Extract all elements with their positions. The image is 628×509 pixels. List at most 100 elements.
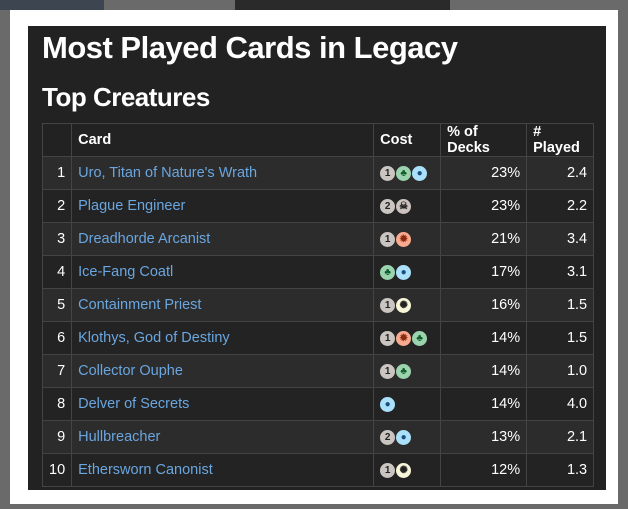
rank: 2 xyxy=(41,189,73,223)
white-mana-icon: ✺ xyxy=(396,297,412,313)
background-header xyxy=(0,0,104,10)
card-link[interactable]: Containment Priest xyxy=(78,297,202,313)
table-row: 2 Plague Engineer 2 ☠ 23% 2.2 xyxy=(41,189,595,223)
pct-header[interactable]: % of Decks xyxy=(440,123,528,157)
rank: 10 xyxy=(41,453,73,487)
table-row: 1 Uro, Titan of Nature's Wrath 1 ♣ ● 23% 2… xyxy=(41,156,595,190)
blue-mana-icon: ● xyxy=(412,165,428,181)
card-link[interactable]: Ethersworn Canonist xyxy=(78,462,213,478)
white-mana-icon: ✺ xyxy=(396,462,412,478)
card-link[interactable]: Hullbreacher xyxy=(78,429,161,445)
section-title: Top Creatures xyxy=(42,82,210,112)
deck-percentage: 14% xyxy=(440,387,528,421)
rank: 8 xyxy=(41,387,73,421)
mana-cost: 2 ● xyxy=(373,420,442,454)
table-row: 10 Ethersworn Canonist 1 ✺ 12% 1.3 xyxy=(41,453,595,487)
mana-cost: 1 ✹ xyxy=(373,222,442,256)
card-cell: Klothys, God of Destiny xyxy=(71,321,375,355)
generic-mana-icon: 1 xyxy=(380,165,396,181)
mana-cost: 1 ✺ xyxy=(373,453,442,487)
table-row: 4 Ice-Fang Coatl ♣ ● 17% 3.1 xyxy=(41,255,595,289)
black-mana-icon: ☠ xyxy=(396,198,412,214)
avg-played: 2.1 xyxy=(526,420,595,454)
avg-played: 1.0 xyxy=(526,354,595,388)
generic-mana-icon: 1 xyxy=(380,330,396,346)
table-row: 3 Dreadhorde Arcanist 1 ✹ 21% 3.4 xyxy=(41,222,595,256)
card-link[interactable]: Delver of Secrets xyxy=(78,396,190,412)
generic-mana-icon: 1 xyxy=(380,231,396,247)
mana-cost: 2 ☠ xyxy=(373,189,442,223)
avg-played: 1.5 xyxy=(526,321,595,355)
card-cell: Dreadhorde Arcanist xyxy=(71,222,375,256)
card-cell: Plague Engineer xyxy=(71,189,375,223)
card-cell: Delver of Secrets xyxy=(71,387,375,421)
card-header[interactable]: Card xyxy=(71,123,375,157)
card-cell: Ethersworn Canonist xyxy=(71,453,375,487)
generic-mana-icon: 2 xyxy=(380,429,396,445)
red-mana-icon: ✹ xyxy=(396,231,412,247)
blue-mana-icon: ● xyxy=(396,429,412,445)
deck-percentage: 16% xyxy=(440,288,528,322)
mana-cost: 1 ♣ ● xyxy=(373,156,442,190)
cost-header[interactable]: Cost xyxy=(373,123,442,157)
deck-percentage: 12% xyxy=(440,453,528,487)
deck-percentage: 13% xyxy=(440,420,528,454)
card-link[interactable]: Dreadhorde Arcanist xyxy=(78,231,211,247)
background-strip xyxy=(235,0,450,10)
blue-mana-icon: ● xyxy=(396,264,412,280)
rank: 4 xyxy=(41,255,73,289)
generic-mana-icon: 1 xyxy=(380,462,396,478)
rank: 9 xyxy=(41,420,73,454)
played-header[interactable]: # Played xyxy=(526,123,595,157)
mana-cost: 1 ✹ ♣ xyxy=(373,321,442,355)
table-row: 6 Klothys, God of Destiny 1 ✹ ♣ 14% 1.5 xyxy=(41,321,595,355)
table-row: 5 Containment Priest 1 ✺ 16% 1.5 xyxy=(41,288,595,322)
table-header: Card Cost % of Decks # Played xyxy=(41,123,595,157)
avg-played: 3.4 xyxy=(526,222,595,256)
deck-percentage: 14% xyxy=(440,321,528,355)
rank: 6 xyxy=(41,321,73,355)
deck-percentage: 23% xyxy=(440,189,528,223)
avg-played: 3.1 xyxy=(526,255,595,289)
green-mana-icon: ♣ xyxy=(396,363,412,379)
avg-played: 4.0 xyxy=(526,387,595,421)
generic-mana-icon: 1 xyxy=(380,363,396,379)
card-cell: Hullbreacher xyxy=(71,420,375,454)
page-title: Most Played Cards in Legacy xyxy=(42,30,458,65)
deck-percentage: 23% xyxy=(440,156,528,190)
mana-cost: 1 ✺ xyxy=(373,288,442,322)
card-link[interactable]: Uro, Titan of Nature's Wrath xyxy=(78,165,258,181)
blue-mana-icon: ● xyxy=(380,396,396,412)
avg-played: 1.3 xyxy=(526,453,595,487)
green-mana-icon: ♣ xyxy=(396,165,412,181)
deck-percentage: 14% xyxy=(440,354,528,388)
table-row: 9 Hullbreacher 2 ● 13% 2.1 xyxy=(41,420,595,454)
mana-cost: 1 ♣ xyxy=(373,354,442,388)
rank: 5 xyxy=(41,288,73,322)
rank: 3 xyxy=(41,222,73,256)
card-link[interactable]: Collector Ouphe xyxy=(78,363,183,379)
cards-table: Card Cost % of Decks # Played 1 Uro, Tit… xyxy=(41,123,595,487)
deck-percentage: 21% xyxy=(440,222,528,256)
mana-cost: ♣ ● xyxy=(373,255,442,289)
avg-played: 2.4 xyxy=(526,156,595,190)
generic-mana-icon: 1 xyxy=(380,297,396,313)
rank: 7 xyxy=(41,354,73,388)
generic-mana-icon: 2 xyxy=(380,198,396,214)
card-link[interactable]: Ice-Fang Coatl xyxy=(78,264,174,280)
card-link[interactable]: Plague Engineer xyxy=(78,198,186,214)
deck-percentage: 17% xyxy=(440,255,528,289)
table-row: 7 Collector Ouphe 1 ♣ 14% 1.0 xyxy=(41,354,595,388)
red-mana-icon: ✹ xyxy=(396,330,412,346)
table-row: 8 Delver of Secrets ● 14% 4.0 xyxy=(41,387,595,421)
card-link[interactable]: Klothys, God of Destiny xyxy=(78,330,230,346)
card-cell: Uro, Titan of Nature's Wrath xyxy=(71,156,375,190)
green-mana-icon: ♣ xyxy=(380,264,396,280)
avg-played: 2.2 xyxy=(526,189,595,223)
card-cell: Ice-Fang Coatl xyxy=(71,255,375,289)
card-cell: Collector Ouphe xyxy=(71,354,375,388)
rank-header xyxy=(41,123,73,157)
green-mana-icon: ♣ xyxy=(412,330,428,346)
mana-cost: ● xyxy=(373,387,442,421)
rank: 1 xyxy=(41,156,73,190)
